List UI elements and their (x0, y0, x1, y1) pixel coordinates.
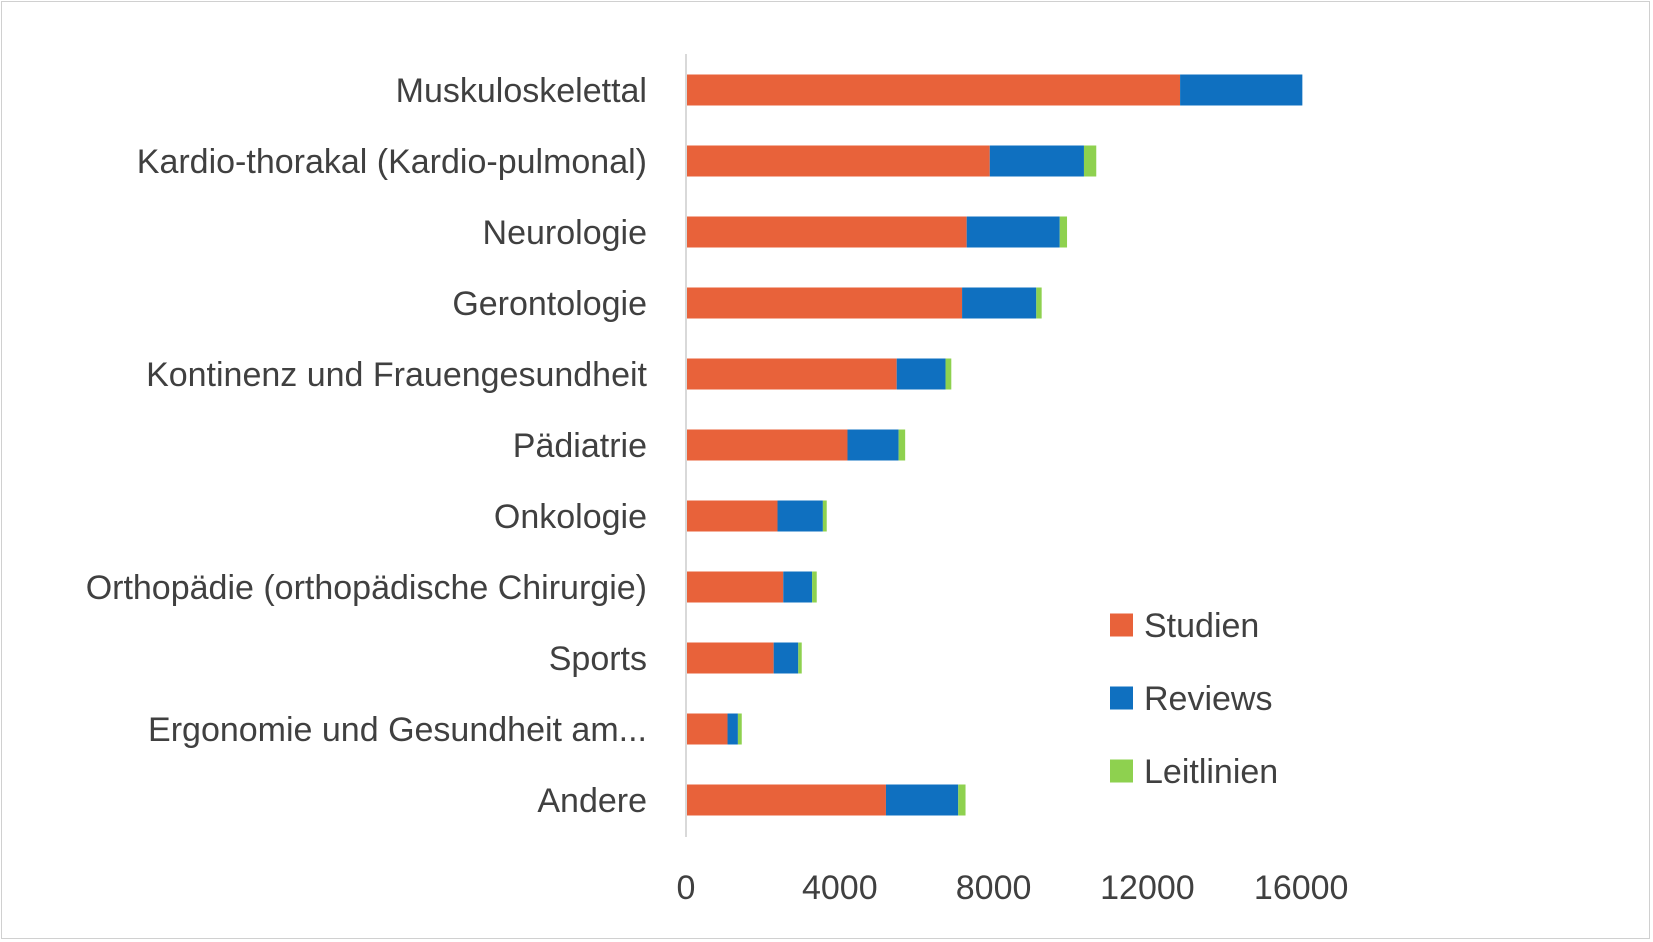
bar-leitlinien-5 (898, 429, 906, 461)
category-label: Ergonomie und Gesundheit am... (148, 711, 647, 749)
bar-studien-5 (686, 429, 848, 461)
x-tick-label: 4000 (802, 869, 878, 907)
legend-label-leitlinien: Leitlinien (1144, 753, 1278, 791)
category-label: Andere (537, 782, 647, 820)
legend: Studien Reviews Leitlinien (1110, 607, 1278, 791)
bar-studien-8 (686, 642, 774, 674)
bar-reviews-5 (847, 429, 899, 461)
legend-label-reviews: Reviews (1144, 680, 1272, 718)
bar-studien-4 (686, 358, 897, 390)
bar-leitlinien-2 (1059, 216, 1068, 248)
category-label: Muskuloskelettal (396, 72, 647, 110)
category-label: Orthopädie (orthopädische Chirurgie) (86, 569, 647, 607)
x-tick-labels: 0 4000 8000 12000 16000 (677, 869, 1349, 907)
bar-studien-7 (686, 571, 784, 603)
category-labels: Muskuloskelettal Kardio-thorakal (Kardio-… (86, 72, 648, 820)
bar-reviews-2 (966, 216, 1060, 248)
legend-swatch-studien (1110, 613, 1133, 637)
bar-reviews-0 (1180, 74, 1303, 106)
bars-group (686, 74, 1303, 816)
bar-leitlinien-9 (737, 713, 742, 745)
legend-swatch-reviews (1110, 686, 1133, 710)
bar-reviews-1 (989, 145, 1084, 177)
x-tick-label: 16000 (1254, 869, 1349, 907)
bar-studien-1 (686, 145, 990, 177)
bar-leitlinien-1 (1083, 145, 1097, 177)
bar-reviews-10 (885, 784, 959, 816)
bar-studien-2 (686, 216, 967, 248)
bar-leitlinien-6 (822, 500, 827, 532)
bar-reviews-6 (777, 500, 823, 532)
bar-leitlinien-8 (798, 642, 802, 674)
bar-studien-10 (686, 784, 886, 816)
bar-leitlinien-3 (1036, 287, 1042, 319)
category-label: Sports (549, 640, 647, 678)
legend-swatch-leitlinien (1110, 759, 1133, 783)
category-label: Kardio-thorakal (Kardio-pulmonal) (137, 143, 647, 181)
legend-label-studien: Studien (1144, 607, 1259, 645)
bar-studien-6 (686, 500, 778, 532)
bar-reviews-4 (896, 358, 946, 390)
bar-reviews-9 (727, 713, 738, 745)
bar-reviews-7 (783, 571, 813, 603)
bar-studien-3 (686, 287, 963, 319)
category-label: Gerontologie (452, 285, 647, 323)
category-label: Pädiatrie (513, 427, 647, 465)
x-tick-label: 0 (677, 869, 696, 907)
bar-studien-0 (686, 74, 1181, 106)
x-tick-label: 8000 (956, 869, 1032, 907)
x-tick-label: 12000 (1100, 869, 1195, 907)
category-label: Onkologie (494, 498, 647, 536)
bar-studien-9 (686, 713, 728, 745)
bar-reviews-8 (773, 642, 799, 674)
category-label: Kontinenz und Frauengesundheit (146, 356, 647, 394)
bar-leitlinien-4 (945, 358, 952, 390)
category-label: Neurologie (483, 214, 647, 252)
bar-leitlinien-7 (812, 571, 817, 603)
bar-reviews-3 (962, 287, 1037, 319)
bar-leitlinien-10 (958, 784, 966, 816)
